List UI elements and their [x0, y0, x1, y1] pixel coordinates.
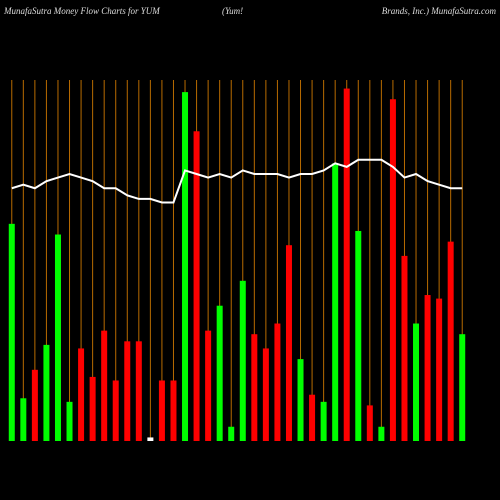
bar	[112, 380, 119, 441]
bar	[355, 230, 362, 441]
bar	[216, 305, 223, 441]
bar	[158, 380, 165, 441]
bar	[436, 298, 443, 441]
bar	[89, 376, 96, 441]
bar	[297, 359, 304, 441]
bar	[309, 394, 316, 441]
bar	[66, 401, 73, 441]
bar	[366, 405, 373, 441]
bar	[101, 330, 108, 441]
bar	[459, 334, 466, 441]
bar	[424, 295, 431, 441]
bar	[251, 334, 258, 441]
bar	[239, 280, 246, 441]
bar	[193, 131, 200, 441]
bar	[274, 323, 281, 441]
bar	[389, 99, 396, 442]
bar	[124, 341, 131, 441]
bar	[447, 241, 454, 441]
bar	[343, 88, 350, 441]
money-flow-line	[11, 158, 463, 204]
chart-title: MunafaSutra Money Flow Charts for YUM	[3, 6, 160, 16]
bar	[8, 223, 15, 441]
bar	[332, 163, 339, 441]
chart-subtitle: (Yum!	[222, 6, 243, 16]
bar	[401, 255, 408, 441]
bar	[54, 234, 61, 441]
bar	[228, 426, 235, 441]
bar	[413, 323, 420, 441]
bar	[78, 348, 85, 441]
bar	[205, 330, 212, 441]
bar	[262, 348, 269, 441]
bar	[135, 341, 142, 441]
bar	[31, 369, 38, 441]
chart-source: Brands, Inc.) MunafaSutra.com	[382, 6, 497, 16]
bar	[378, 426, 385, 441]
bar	[170, 380, 177, 441]
bar	[20, 398, 27, 441]
bar	[43, 344, 50, 441]
bar	[320, 401, 327, 441]
bar	[182, 92, 189, 442]
bar	[285, 245, 292, 441]
bar	[147, 437, 154, 441]
